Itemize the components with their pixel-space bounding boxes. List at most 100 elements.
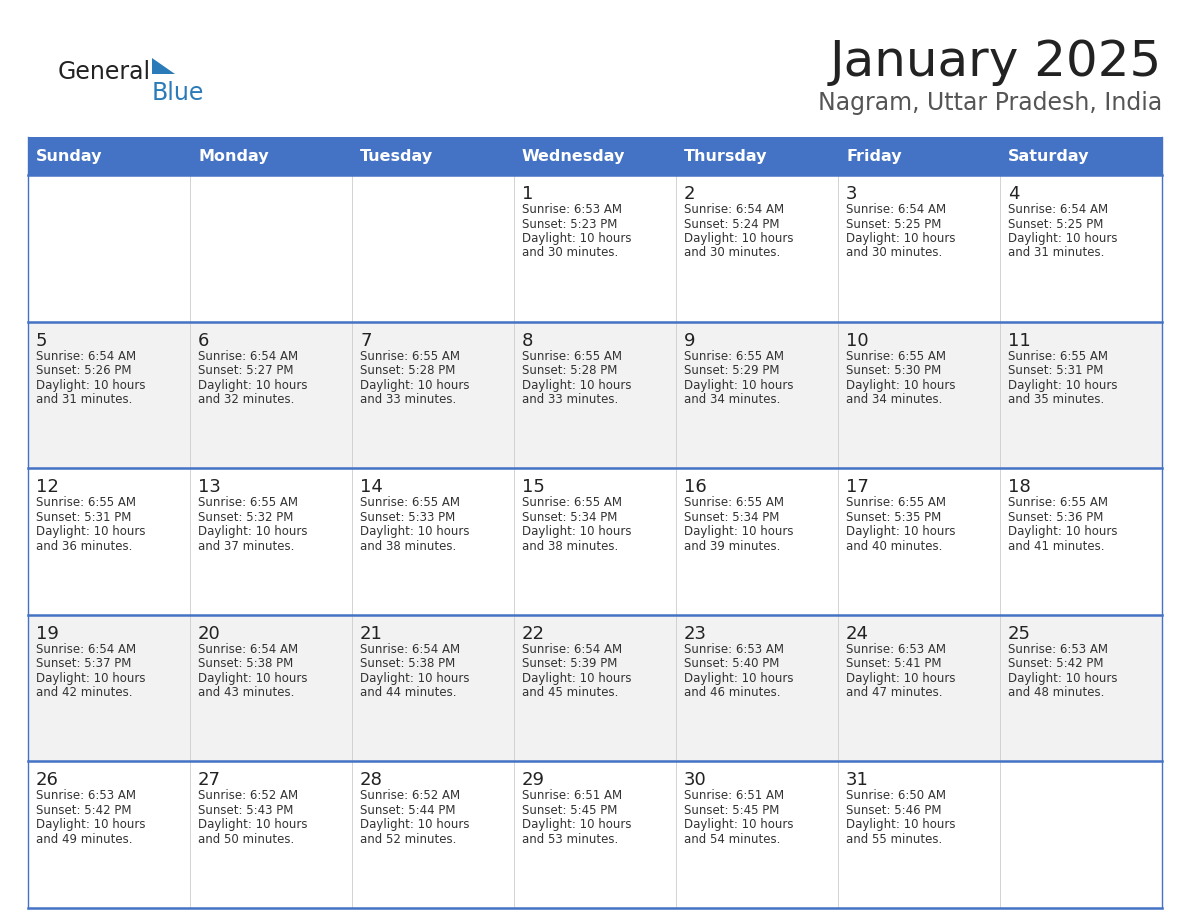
Text: and 55 minutes.: and 55 minutes. <box>846 833 942 845</box>
Text: Sunrise: 6:52 AM: Sunrise: 6:52 AM <box>360 789 460 802</box>
Text: Sunrise: 6:54 AM: Sunrise: 6:54 AM <box>36 350 137 363</box>
Bar <box>29 321 1162 468</box>
Text: 11: 11 <box>1007 331 1031 350</box>
Bar <box>29 615 1162 761</box>
Text: and 47 minutes.: and 47 minutes. <box>846 687 942 700</box>
Text: Sunrise: 6:53 AM: Sunrise: 6:53 AM <box>846 643 946 655</box>
Text: Sunset: 5:38 PM: Sunset: 5:38 PM <box>360 657 455 670</box>
Text: Daylight: 10 hours: Daylight: 10 hours <box>522 819 632 832</box>
Text: Daylight: 10 hours: Daylight: 10 hours <box>846 672 955 685</box>
Text: Saturday: Saturday <box>1007 149 1089 163</box>
Text: 15: 15 <box>522 478 545 497</box>
Text: Daylight: 10 hours: Daylight: 10 hours <box>846 232 955 245</box>
Text: and 39 minutes.: and 39 minutes. <box>684 540 781 553</box>
Text: Thursday: Thursday <box>684 149 767 163</box>
Text: Sunset: 5:42 PM: Sunset: 5:42 PM <box>1007 657 1104 670</box>
Text: Daylight: 10 hours: Daylight: 10 hours <box>360 525 469 538</box>
Text: Sunrise: 6:52 AM: Sunrise: 6:52 AM <box>198 789 298 802</box>
Text: 31: 31 <box>846 771 868 789</box>
Text: 27: 27 <box>198 771 221 789</box>
Text: Daylight: 10 hours: Daylight: 10 hours <box>684 525 794 538</box>
Text: Sunset: 5:32 PM: Sunset: 5:32 PM <box>198 510 293 523</box>
Text: 14: 14 <box>360 478 383 497</box>
Text: and 34 minutes.: and 34 minutes. <box>684 393 781 406</box>
Text: 8: 8 <box>522 331 533 350</box>
Text: Sunrise: 6:54 AM: Sunrise: 6:54 AM <box>846 203 946 216</box>
Text: and 33 minutes.: and 33 minutes. <box>522 393 618 406</box>
Text: Sunrise: 6:54 AM: Sunrise: 6:54 AM <box>522 643 623 655</box>
Text: Sunset: 5:34 PM: Sunset: 5:34 PM <box>522 510 618 523</box>
Text: and 41 minutes.: and 41 minutes. <box>1007 540 1105 553</box>
Text: Sunset: 5:36 PM: Sunset: 5:36 PM <box>1007 510 1104 523</box>
Text: Sunset: 5:25 PM: Sunset: 5:25 PM <box>846 218 941 230</box>
Text: Sunrise: 6:53 AM: Sunrise: 6:53 AM <box>522 203 623 216</box>
Bar <box>29 137 1162 175</box>
Text: and 37 minutes.: and 37 minutes. <box>198 540 295 553</box>
Text: Sunrise: 6:55 AM: Sunrise: 6:55 AM <box>360 350 460 363</box>
Text: Sunrise: 6:55 AM: Sunrise: 6:55 AM <box>684 350 784 363</box>
Text: General: General <box>58 60 151 84</box>
Text: Sunset: 5:43 PM: Sunset: 5:43 PM <box>198 804 293 817</box>
Text: Sunset: 5:45 PM: Sunset: 5:45 PM <box>522 804 618 817</box>
Text: Sunrise: 6:54 AM: Sunrise: 6:54 AM <box>360 643 460 655</box>
Text: Daylight: 10 hours: Daylight: 10 hours <box>522 672 632 685</box>
Text: Daylight: 10 hours: Daylight: 10 hours <box>846 819 955 832</box>
Text: Tuesday: Tuesday <box>360 149 434 163</box>
Text: Sunrise: 6:55 AM: Sunrise: 6:55 AM <box>684 497 784 509</box>
Text: Sunset: 5:25 PM: Sunset: 5:25 PM <box>1007 218 1104 230</box>
Text: Sunrise: 6:53 AM: Sunrise: 6:53 AM <box>1007 643 1108 655</box>
Text: Sunset: 5:45 PM: Sunset: 5:45 PM <box>684 804 779 817</box>
Text: 26: 26 <box>36 771 59 789</box>
Text: and 38 minutes.: and 38 minutes. <box>522 540 618 553</box>
Bar <box>29 468 1162 615</box>
Text: Daylight: 10 hours: Daylight: 10 hours <box>1007 232 1118 245</box>
Text: and 43 minutes.: and 43 minutes. <box>198 687 295 700</box>
Text: Daylight: 10 hours: Daylight: 10 hours <box>684 378 794 392</box>
Text: Daylight: 10 hours: Daylight: 10 hours <box>36 672 145 685</box>
Text: Daylight: 10 hours: Daylight: 10 hours <box>684 232 794 245</box>
Text: 28: 28 <box>360 771 383 789</box>
Text: 30: 30 <box>684 771 707 789</box>
Text: and 33 minutes.: and 33 minutes. <box>360 393 456 406</box>
Text: Daylight: 10 hours: Daylight: 10 hours <box>1007 525 1118 538</box>
Bar <box>29 761 1162 908</box>
Text: and 32 minutes.: and 32 minutes. <box>198 393 295 406</box>
Text: and 30 minutes.: and 30 minutes. <box>684 247 781 260</box>
Text: Sunrise: 6:55 AM: Sunrise: 6:55 AM <box>846 350 946 363</box>
Text: 21: 21 <box>360 625 383 643</box>
Text: Friday: Friday <box>846 149 902 163</box>
Text: 4: 4 <box>1007 185 1019 203</box>
Text: 24: 24 <box>846 625 868 643</box>
Text: Sunrise: 6:51 AM: Sunrise: 6:51 AM <box>522 789 623 802</box>
Text: Sunrise: 6:55 AM: Sunrise: 6:55 AM <box>198 497 298 509</box>
Text: and 35 minutes.: and 35 minutes. <box>1007 393 1105 406</box>
Text: Sunrise: 6:53 AM: Sunrise: 6:53 AM <box>36 789 135 802</box>
Text: Daylight: 10 hours: Daylight: 10 hours <box>1007 378 1118 392</box>
Text: Sunrise: 6:54 AM: Sunrise: 6:54 AM <box>684 203 784 216</box>
Text: and 45 minutes.: and 45 minutes. <box>522 687 619 700</box>
Text: 2: 2 <box>684 185 695 203</box>
Text: and 34 minutes.: and 34 minutes. <box>846 393 942 406</box>
Text: Sunset: 5:39 PM: Sunset: 5:39 PM <box>522 657 618 670</box>
Text: 18: 18 <box>1007 478 1031 497</box>
Text: and 50 minutes.: and 50 minutes. <box>198 833 295 845</box>
Text: Daylight: 10 hours: Daylight: 10 hours <box>198 819 308 832</box>
Text: and 30 minutes.: and 30 minutes. <box>522 247 618 260</box>
Text: Sunset: 5:37 PM: Sunset: 5:37 PM <box>36 657 132 670</box>
Text: 1: 1 <box>522 185 533 203</box>
Text: Sunrise: 6:51 AM: Sunrise: 6:51 AM <box>684 789 784 802</box>
Text: Sunrise: 6:55 AM: Sunrise: 6:55 AM <box>522 350 623 363</box>
Text: Sunset: 5:26 PM: Sunset: 5:26 PM <box>36 364 132 377</box>
Text: and 54 minutes.: and 54 minutes. <box>684 833 781 845</box>
Text: Sunrise: 6:50 AM: Sunrise: 6:50 AM <box>846 789 946 802</box>
Text: Sunrise: 6:55 AM: Sunrise: 6:55 AM <box>360 497 460 509</box>
Text: Sunset: 5:41 PM: Sunset: 5:41 PM <box>846 657 942 670</box>
Text: Daylight: 10 hours: Daylight: 10 hours <box>36 819 145 832</box>
Text: Sunset: 5:27 PM: Sunset: 5:27 PM <box>198 364 293 377</box>
Text: Blue: Blue <box>152 81 204 105</box>
Text: Sunrise: 6:54 AM: Sunrise: 6:54 AM <box>1007 203 1108 216</box>
Text: Daylight: 10 hours: Daylight: 10 hours <box>198 525 308 538</box>
Text: 13: 13 <box>198 478 221 497</box>
Text: and 31 minutes.: and 31 minutes. <box>1007 247 1105 260</box>
Text: Sunset: 5:38 PM: Sunset: 5:38 PM <box>198 657 293 670</box>
